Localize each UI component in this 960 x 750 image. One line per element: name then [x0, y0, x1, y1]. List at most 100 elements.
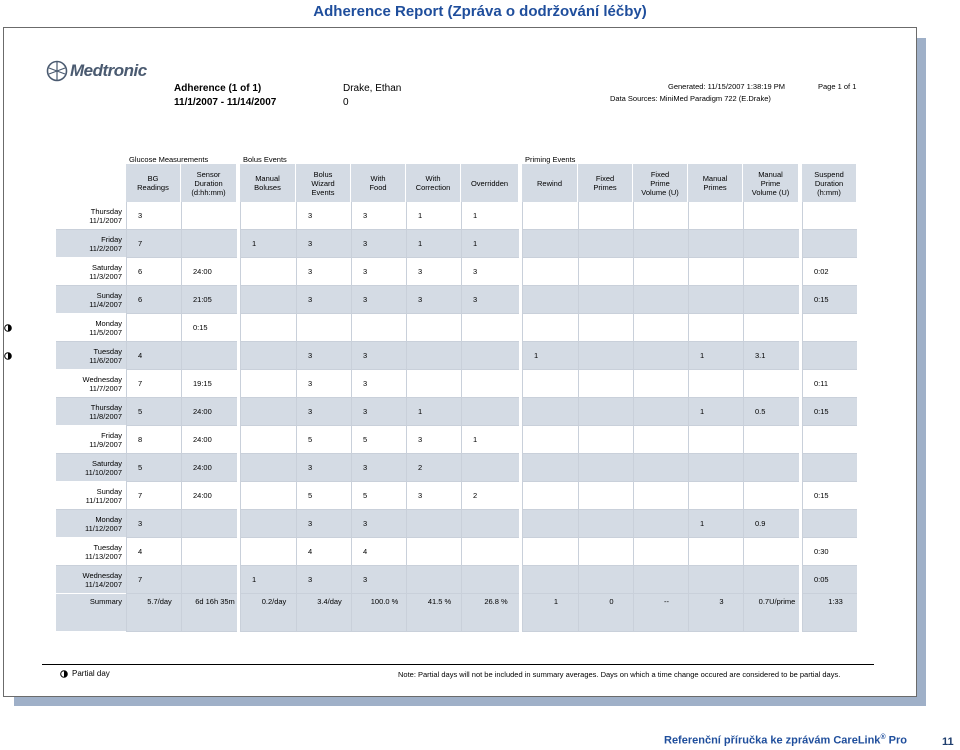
table-cell — [802, 202, 857, 230]
column-gap — [519, 314, 522, 342]
column-gap — [519, 342, 522, 370]
table-cell — [461, 370, 519, 398]
table-cell: 4 — [126, 342, 181, 370]
column-gap — [799, 454, 802, 482]
table-cell: 3 — [351, 230, 406, 258]
column-gap — [519, 370, 522, 398]
table-cell: 7 — [126, 370, 181, 398]
table-cell — [688, 426, 743, 454]
column-gap — [237, 342, 240, 370]
table-cell — [522, 510, 578, 538]
column-gap — [799, 342, 802, 370]
row-date: 11/5/2007 — [89, 327, 122, 337]
column-gap — [519, 482, 522, 510]
row-day: Thursday — [90, 402, 122, 412]
row-date: 11/4/2007 — [89, 299, 122, 309]
table-cell — [578, 510, 633, 538]
table-cell: 4 — [296, 538, 351, 566]
row-day: Monday — [95, 318, 122, 328]
column-gap — [519, 258, 522, 286]
table-cell — [743, 258, 799, 286]
column-gap — [519, 230, 522, 258]
report-date-range: 11/1/2007 - 11/14/2007 — [174, 97, 277, 108]
table-cell — [240, 370, 296, 398]
column-gap — [519, 164, 522, 202]
column-gap — [237, 258, 240, 286]
column-gap — [237, 510, 240, 538]
table-row: Wednesday 11/7/2007 7 19:15 3 3 0:11 — [56, 370, 857, 398]
table-cell: 3 — [296, 286, 351, 314]
page-indicator: Page 1 of 1 — [818, 82, 857, 91]
table-cell: 0:15 — [181, 314, 237, 342]
row-date-header: Wednesday 11/14/2007 — [56, 566, 126, 594]
table-row: Saturday 11/10/2007 5 24:00 3 3 2 — [56, 454, 857, 482]
column-gap — [519, 454, 522, 482]
partial-days-note: Note: Partial days will not be included … — [398, 670, 841, 679]
table-cell — [578, 482, 633, 510]
table-cell — [743, 230, 799, 258]
table-cell: 5 — [351, 482, 406, 510]
table-cell: 5 — [126, 454, 181, 482]
table-cell — [461, 314, 519, 342]
table-cell: 5 — [351, 426, 406, 454]
table-cell — [578, 538, 633, 566]
column-gap — [799, 538, 802, 566]
footer-divider — [42, 664, 874, 665]
table-cell: 5 — [126, 398, 181, 426]
table-cell: 3 — [296, 342, 351, 370]
summary-label: Summary — [56, 594, 126, 632]
table-cell — [633, 482, 688, 510]
column-gap — [237, 230, 240, 258]
table-cell — [802, 426, 857, 454]
table-cell — [181, 342, 237, 370]
table-cell — [406, 342, 461, 370]
row-day: Monday — [95, 514, 122, 524]
footer-title-suffix: Pro — [885, 734, 908, 747]
legend: Partial day — [60, 669, 110, 678]
column-gap — [799, 398, 802, 426]
column-header: Overridden — [461, 164, 519, 202]
table-cell — [633, 258, 688, 286]
row-date-header: Friday 11/2/2007 — [56, 230, 126, 258]
summary-cell: 1 — [522, 594, 578, 632]
table-cell: 0:15 — [802, 482, 857, 510]
column-header: Bolus Wizard Events — [296, 164, 351, 202]
table-cell — [578, 454, 633, 482]
table-cell — [406, 566, 461, 594]
table-cell — [240, 342, 296, 370]
table-cell — [633, 566, 688, 594]
table-cell: 3 — [296, 202, 351, 230]
table-row: Sunday 11/11/2007 7 24:00 5 5 3 2 0:15 — [56, 482, 857, 510]
summary-cell: 41.5 % — [406, 594, 461, 632]
column-gap — [519, 566, 522, 594]
table-cell — [181, 538, 237, 566]
column-gap — [519, 398, 522, 426]
group-bolus-events: Bolus Events — [243, 155, 287, 164]
table-cell — [633, 454, 688, 482]
table-cell — [688, 454, 743, 482]
table-cell: 1 — [461, 426, 519, 454]
row-day: Thursday — [90, 206, 122, 216]
table-cell: 6 — [126, 258, 181, 286]
table-cell: 3 — [296, 454, 351, 482]
partial-day-icon — [60, 669, 68, 678]
table-cell — [633, 314, 688, 342]
column-gap — [237, 202, 240, 230]
table-cell: 0:02 — [802, 258, 857, 286]
patient-id: 0 — [343, 97, 349, 108]
table-cell — [633, 202, 688, 230]
table-cell — [461, 510, 519, 538]
table-cell: 3 — [406, 426, 461, 454]
table-cell — [181, 566, 237, 594]
table-cell: 3 — [406, 482, 461, 510]
table-cell — [802, 314, 857, 342]
column-header: Sensor Duration (d:hh:mm) — [181, 164, 237, 202]
table-cell — [688, 286, 743, 314]
table-cell: 1 — [688, 342, 743, 370]
table-cell: 3 — [461, 258, 519, 286]
column-gap — [799, 594, 802, 632]
summary-cell: 0 — [578, 594, 633, 632]
table-cell: 0:05 — [802, 566, 857, 594]
table-cell: 3 — [296, 258, 351, 286]
column-header: With Correction — [406, 164, 461, 202]
